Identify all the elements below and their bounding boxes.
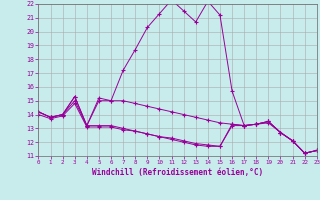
X-axis label: Windchill (Refroidissement éolien,°C): Windchill (Refroidissement éolien,°C) xyxy=(92,168,263,177)
